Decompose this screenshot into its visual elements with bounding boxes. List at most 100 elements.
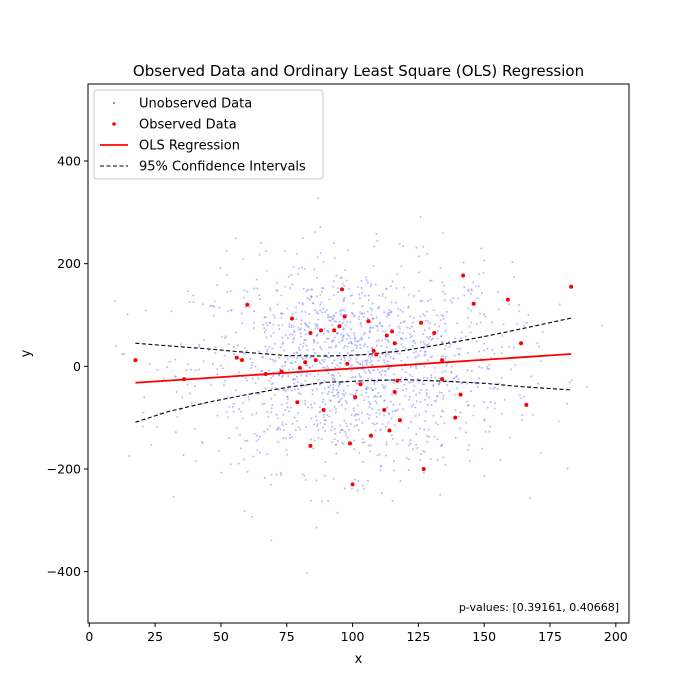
unobserved-point bbox=[525, 321, 528, 324]
unobserved-point bbox=[397, 314, 400, 317]
unobserved-point bbox=[500, 346, 503, 349]
unobserved-point bbox=[375, 232, 378, 235]
unobserved-point bbox=[336, 364, 339, 367]
unobserved-point bbox=[309, 403, 312, 406]
unobserved-point bbox=[351, 342, 354, 345]
unobserved-point bbox=[472, 414, 475, 417]
unobserved-point bbox=[270, 539, 273, 542]
unobserved-point bbox=[430, 404, 433, 407]
unobserved-point bbox=[291, 283, 294, 286]
unobserved-point bbox=[350, 487, 353, 490]
unobserved-point bbox=[337, 385, 340, 388]
observed-point bbox=[303, 360, 308, 365]
unobserved-point bbox=[280, 403, 283, 406]
unobserved-point bbox=[521, 414, 524, 417]
unobserved-point bbox=[334, 408, 337, 411]
unobserved-point bbox=[407, 468, 410, 471]
unobserved-point bbox=[385, 441, 388, 444]
unobserved-point bbox=[370, 387, 373, 390]
unobserved-point bbox=[384, 338, 387, 341]
unobserved-point bbox=[264, 316, 267, 319]
unobserved-point bbox=[435, 399, 438, 402]
unobserved-point bbox=[381, 492, 384, 495]
unobserved-point bbox=[568, 381, 571, 384]
unobserved-point bbox=[256, 449, 259, 452]
unobserved-point bbox=[377, 378, 380, 381]
unobserved-point bbox=[114, 345, 117, 348]
unobserved-point bbox=[368, 414, 371, 417]
x-tick-label: 175 bbox=[538, 629, 562, 644]
unobserved-point bbox=[350, 349, 353, 352]
unobserved-point bbox=[425, 388, 428, 391]
unobserved-point bbox=[270, 473, 273, 476]
unobserved-point bbox=[326, 365, 329, 368]
unobserved-point bbox=[283, 349, 286, 352]
unobserved-point bbox=[181, 396, 184, 399]
unobserved-point bbox=[409, 336, 412, 339]
unobserved-point bbox=[288, 410, 291, 413]
unobserved-point bbox=[361, 438, 364, 441]
unobserved-point bbox=[492, 387, 495, 390]
unobserved-point bbox=[333, 438, 336, 441]
unobserved-point bbox=[356, 382, 359, 385]
unobserved-point bbox=[389, 356, 392, 359]
unobserved-point bbox=[423, 354, 426, 357]
unobserved-point bbox=[385, 454, 388, 457]
unobserved-point bbox=[365, 363, 368, 366]
unobserved-point bbox=[357, 404, 360, 407]
x-tick-label: 25 bbox=[147, 629, 163, 644]
unobserved-point bbox=[438, 325, 441, 328]
unobserved-point bbox=[194, 460, 197, 463]
unobserved-point bbox=[293, 416, 296, 419]
unobserved-point bbox=[320, 286, 323, 289]
unobserved-point bbox=[286, 398, 289, 401]
unobserved-point bbox=[349, 357, 352, 360]
unobserved-point bbox=[361, 484, 364, 487]
unobserved-point bbox=[329, 384, 332, 387]
unobserved-point bbox=[491, 348, 494, 351]
unobserved-point bbox=[358, 297, 361, 300]
unobserved-point bbox=[126, 313, 129, 316]
unobserved-point bbox=[370, 313, 373, 316]
unobserved-point bbox=[186, 290, 189, 293]
unobserved-point bbox=[260, 370, 263, 373]
unobserved-point bbox=[334, 432, 337, 435]
unobserved-point bbox=[246, 290, 249, 293]
unobserved-point bbox=[312, 447, 315, 450]
unobserved-point bbox=[256, 287, 259, 290]
unobserved-point bbox=[305, 289, 308, 292]
unobserved-point bbox=[389, 400, 392, 403]
unobserved-point bbox=[499, 458, 502, 461]
unobserved-point bbox=[327, 385, 330, 388]
unobserved-point bbox=[293, 388, 296, 391]
unobserved-point bbox=[321, 400, 324, 403]
unobserved-point bbox=[426, 434, 429, 437]
unobserved-point bbox=[323, 366, 326, 369]
unobserved-point bbox=[406, 356, 409, 359]
unobserved-point bbox=[420, 299, 423, 302]
unobserved-point bbox=[330, 316, 333, 319]
legend: Unobserved Data Observed Data OLS Regressi… bbox=[93, 89, 324, 180]
unobserved-point bbox=[325, 337, 328, 340]
unobserved-point bbox=[384, 330, 387, 333]
unobserved-point bbox=[353, 334, 356, 337]
unobserved-point bbox=[339, 310, 342, 313]
unobserved-point bbox=[426, 252, 429, 255]
observed-point bbox=[366, 319, 371, 324]
unobserved-point bbox=[296, 381, 299, 384]
unobserved-point bbox=[392, 460, 395, 463]
ols-regression-series bbox=[135, 353, 572, 384]
unobserved-point bbox=[278, 367, 281, 370]
unobserved-point bbox=[234, 389, 237, 392]
unobserved-point bbox=[369, 403, 372, 406]
unobserved-point bbox=[500, 376, 503, 379]
unobserved-point bbox=[452, 297, 455, 300]
unobserved-point bbox=[387, 341, 390, 344]
unobserved-point bbox=[322, 413, 325, 416]
unobserved-point bbox=[412, 403, 415, 406]
unobserved-point bbox=[361, 363, 364, 366]
unobserved-point bbox=[377, 391, 380, 394]
unobserved-point bbox=[309, 373, 312, 376]
unobserved-point bbox=[212, 314, 215, 317]
unobserved-point bbox=[469, 331, 472, 334]
